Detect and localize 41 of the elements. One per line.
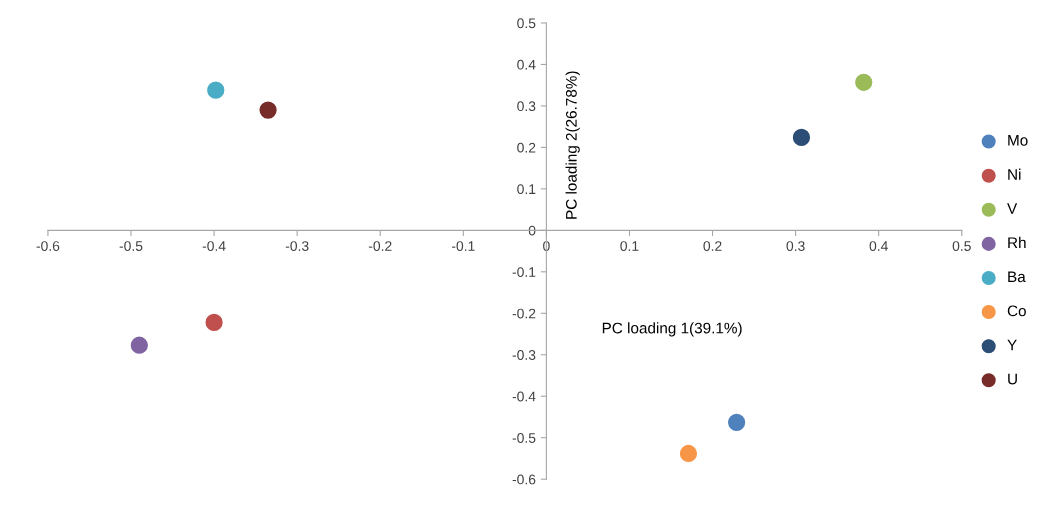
point — [259, 101, 277, 119]
legend-label: U — [1008, 373, 1017, 385]
x-axis-title: PC loading 1(39.1%) — [602, 322, 742, 337]
legend-label: V — [1007, 203, 1018, 214]
y-axis-title: PC loading 2(26.78%) — [565, 71, 580, 219]
point — [205, 313, 223, 332]
y-tick-label: 0.2 — [517, 142, 536, 153]
x-tick-label: 0.4 — [869, 241, 888, 251]
y-tick-label: -0.1 — [512, 267, 536, 277]
x-tick-label: -0.2 — [368, 241, 392, 251]
x-tick-label: 0.2 — [703, 241, 722, 251]
legend-label: Co — [1007, 305, 1026, 317]
x-tick-label: -0.6 — [36, 241, 60, 251]
x-tick-label: 0.3 — [786, 241, 805, 251]
y-tick-label: -0.4 — [512, 391, 536, 402]
y-tick-label: -0.3 — [512, 350, 536, 360]
legend-label: Rh — [1008, 236, 1026, 248]
y-tick-label: 0.4 — [517, 59, 536, 70]
point — [855, 73, 873, 91]
y-tick-label: -0.6 — [512, 474, 536, 485]
point — [679, 444, 698, 463]
point — [207, 81, 225, 99]
x-tick-label: -0.3 — [285, 241, 309, 251]
y-tick-label: 0.3 — [517, 101, 536, 112]
x-tick-label: 0.1 — [620, 241, 639, 251]
x-tick-label: -0.4 — [202, 241, 226, 251]
y-tick-label: 0.1 — [517, 184, 536, 195]
x-tick-label: 0 — [543, 241, 550, 251]
y-tick-label: 0.5 — [517, 18, 536, 29]
legend-label: Mo — [1008, 135, 1028, 146]
point — [792, 128, 811, 147]
x-tick-label: 0.5 — [952, 241, 971, 251]
legend-label: Y — [1007, 339, 1017, 351]
legend-label: Ni — [1008, 168, 1021, 180]
x-tick-label: -0.5 — [119, 241, 143, 251]
point — [728, 413, 746, 431]
y-tick-label: -0.5 — [512, 433, 536, 443]
legend-label: Ba — [1008, 271, 1026, 283]
x-tick-label: -0.1 — [451, 241, 475, 251]
point — [130, 336, 148, 354]
y-tick-label: -0.2 — [512, 308, 536, 319]
